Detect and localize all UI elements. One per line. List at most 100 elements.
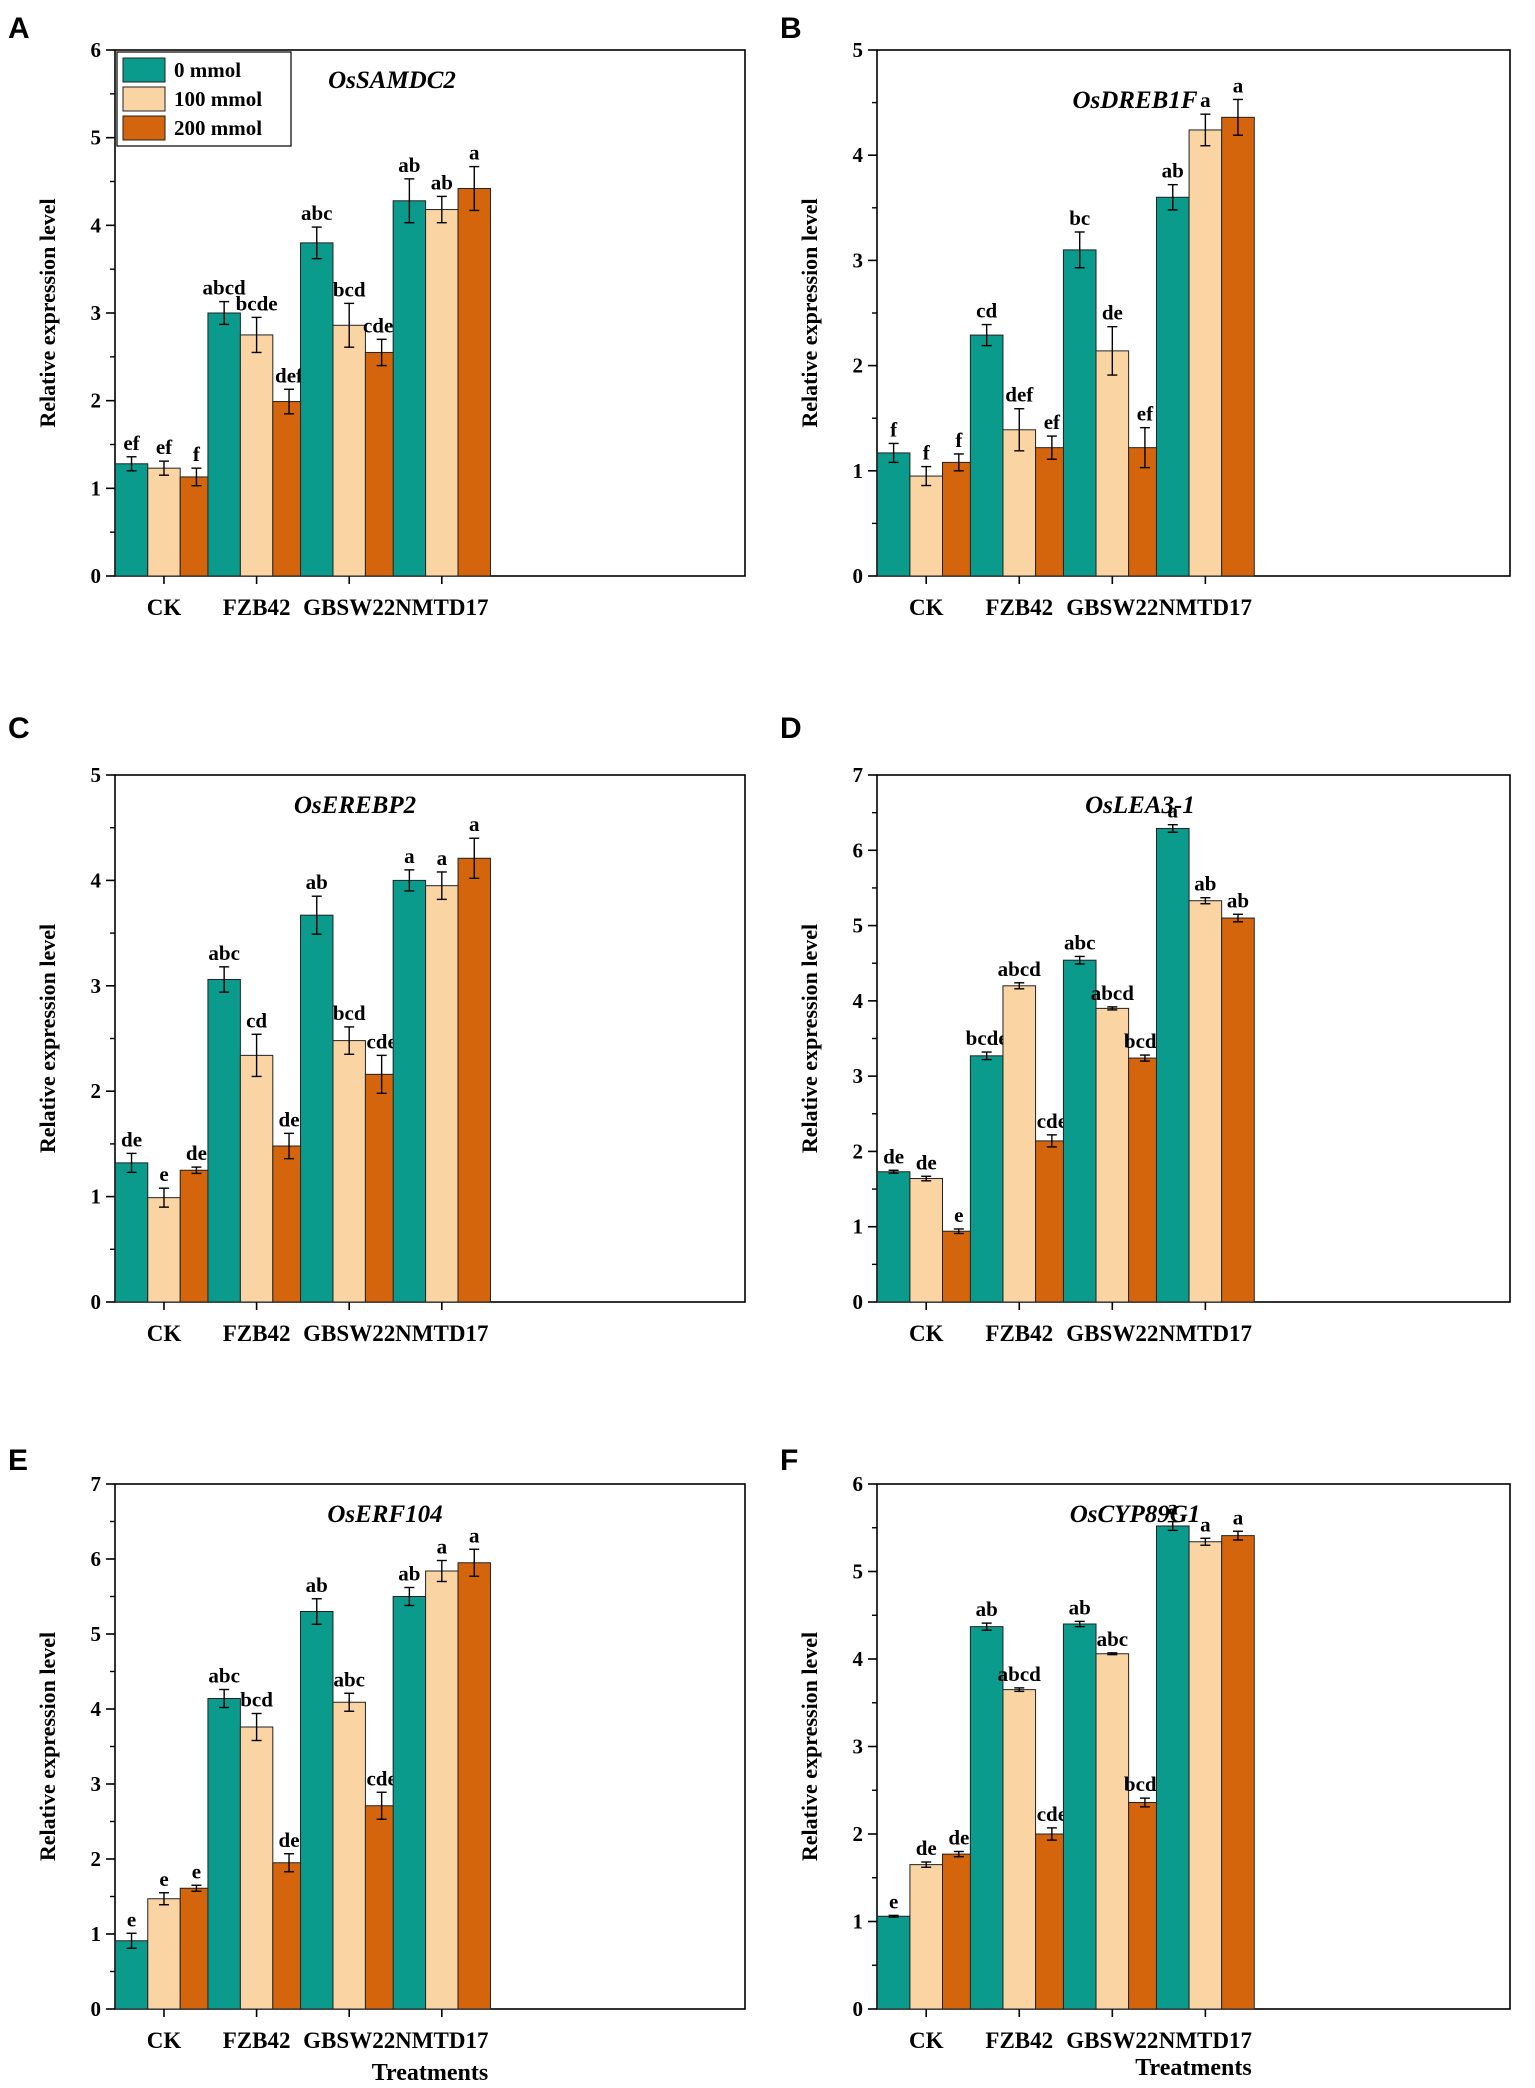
y-tick-label: 3 (91, 1772, 102, 1796)
significance-label: a (1233, 1505, 1244, 1529)
significance-label: f (890, 417, 898, 441)
bar (392, 1596, 427, 2010)
significance-label: ef (1137, 402, 1154, 426)
bar (239, 334, 274, 577)
category-label: NMTD17 (1159, 2028, 1252, 2053)
significance-label: ab (1194, 872, 1216, 896)
significance-label: de (121, 1127, 142, 1151)
bar (457, 1562, 491, 2010)
category-label: FZB42 (985, 2028, 1053, 2053)
chart-title: OsEREBP2 (294, 792, 416, 819)
y-axis-label: Relative expression level (35, 198, 60, 427)
y-tick-label: 3 (91, 974, 102, 998)
category-label: FZB42 (985, 1321, 1053, 1346)
bar (392, 200, 427, 577)
bar (392, 879, 427, 1303)
bar (1062, 1623, 1097, 2010)
panel-letter: C (8, 712, 30, 745)
significance-label: de (186, 1141, 207, 1165)
panel-letter: D (780, 712, 802, 745)
significance-label: abc (208, 941, 240, 965)
y-tick-label: 0 (853, 1290, 864, 1314)
bar (207, 1698, 241, 2010)
legend-label: 200 mmol (174, 116, 262, 140)
significance-label: abcd (998, 1662, 1042, 1686)
category-label: FZB42 (223, 1321, 291, 1346)
legend-swatch (122, 57, 166, 83)
legend-swatch (122, 115, 166, 141)
chart-title: OsSAMDC2 (328, 67, 456, 94)
bar (1095, 1653, 1130, 2010)
bar (364, 1805, 399, 2010)
significance-label: ab (1227, 888, 1249, 912)
category-label: GBSW22 (1066, 595, 1158, 620)
chart-title: OsDREB1F (1072, 87, 1197, 114)
significance-label: f (923, 441, 931, 465)
significance-label: cde (366, 1029, 396, 1053)
significance-label: bcde (236, 291, 278, 315)
y-tick-label: 4 (91, 868, 102, 892)
category-label: CK (909, 1321, 944, 1346)
y-tick-label: 4 (853, 143, 864, 167)
significance-label: cde (1037, 1109, 1067, 1133)
significance-label: de (916, 1150, 937, 1174)
bar (179, 1887, 214, 2010)
category-label: FZB42 (223, 595, 291, 620)
significance-label: abc (208, 1664, 240, 1688)
bar (969, 1055, 1004, 1303)
significance-label: ef (1044, 410, 1061, 434)
y-tick-label: 5 (853, 38, 864, 62)
significance-label: ab (976, 1597, 998, 1621)
y-tick-label: 3 (853, 1735, 864, 1759)
bar (1188, 129, 1223, 577)
significance-label: a (469, 1523, 480, 1547)
bar (300, 242, 334, 577)
significance-label: a (1168, 1496, 1179, 1520)
significance-label: de (279, 1107, 300, 1131)
significance-label: ab (398, 153, 420, 177)
chart-title: OsERF104 (327, 1501, 442, 1528)
bar (1062, 959, 1097, 1303)
significance-label: bcd (333, 1001, 366, 1025)
significance-label: a (469, 812, 480, 836)
y-tick-label: 0 (91, 1997, 102, 2021)
y-tick-label: 2 (853, 1139, 864, 1163)
chart-title: OsCYP89G1 (1070, 1501, 1201, 1528)
category-label: NMTD17 (395, 595, 488, 620)
legend-label: 0 mmol (174, 58, 241, 82)
significance-label: e (159, 1162, 168, 1186)
significance-label: e (159, 1867, 168, 1891)
bar (300, 1611, 334, 2010)
bar (114, 1940, 149, 2010)
significance-label: ab (398, 1562, 420, 1586)
y-tick-label: 6 (853, 1472, 864, 1496)
significance-label: abcd (998, 957, 1042, 981)
y-tick-label: 6 (91, 1547, 102, 1571)
y-tick-label: 4 (91, 1697, 102, 1721)
significance-label: e (192, 1859, 201, 1883)
bar (1002, 1689, 1037, 2010)
significance-label: de (1102, 301, 1123, 325)
legend-swatch (122, 86, 166, 112)
bar (147, 1898, 181, 2010)
significance-label: de (279, 1828, 300, 1852)
bar (179, 476, 214, 577)
y-axis-label: Relative expression level (797, 198, 822, 427)
bar (969, 334, 1004, 577)
y-tick-label: 1 (91, 1185, 102, 1209)
significance-label: ab (1069, 1595, 1091, 1619)
panel-letter: A (8, 12, 30, 45)
significance-label: abc (333, 1667, 365, 1691)
bar (1155, 196, 1190, 577)
legend-label: 100 mmol (174, 87, 262, 111)
bar (876, 1171, 911, 1303)
bar (332, 1701, 366, 2010)
category-label: CK (147, 2028, 182, 2053)
bar (1035, 447, 1069, 577)
significance-label: ef (156, 435, 173, 459)
bar (207, 978, 241, 1303)
category-label: CK (909, 595, 944, 620)
chart-panel-a: A 0 1 2 3 4 5 6 Relative expression level OsSAMDC… (8, 12, 746, 620)
y-tick-label: 1 (91, 1922, 102, 1946)
significance-label: a (1200, 1512, 1211, 1536)
